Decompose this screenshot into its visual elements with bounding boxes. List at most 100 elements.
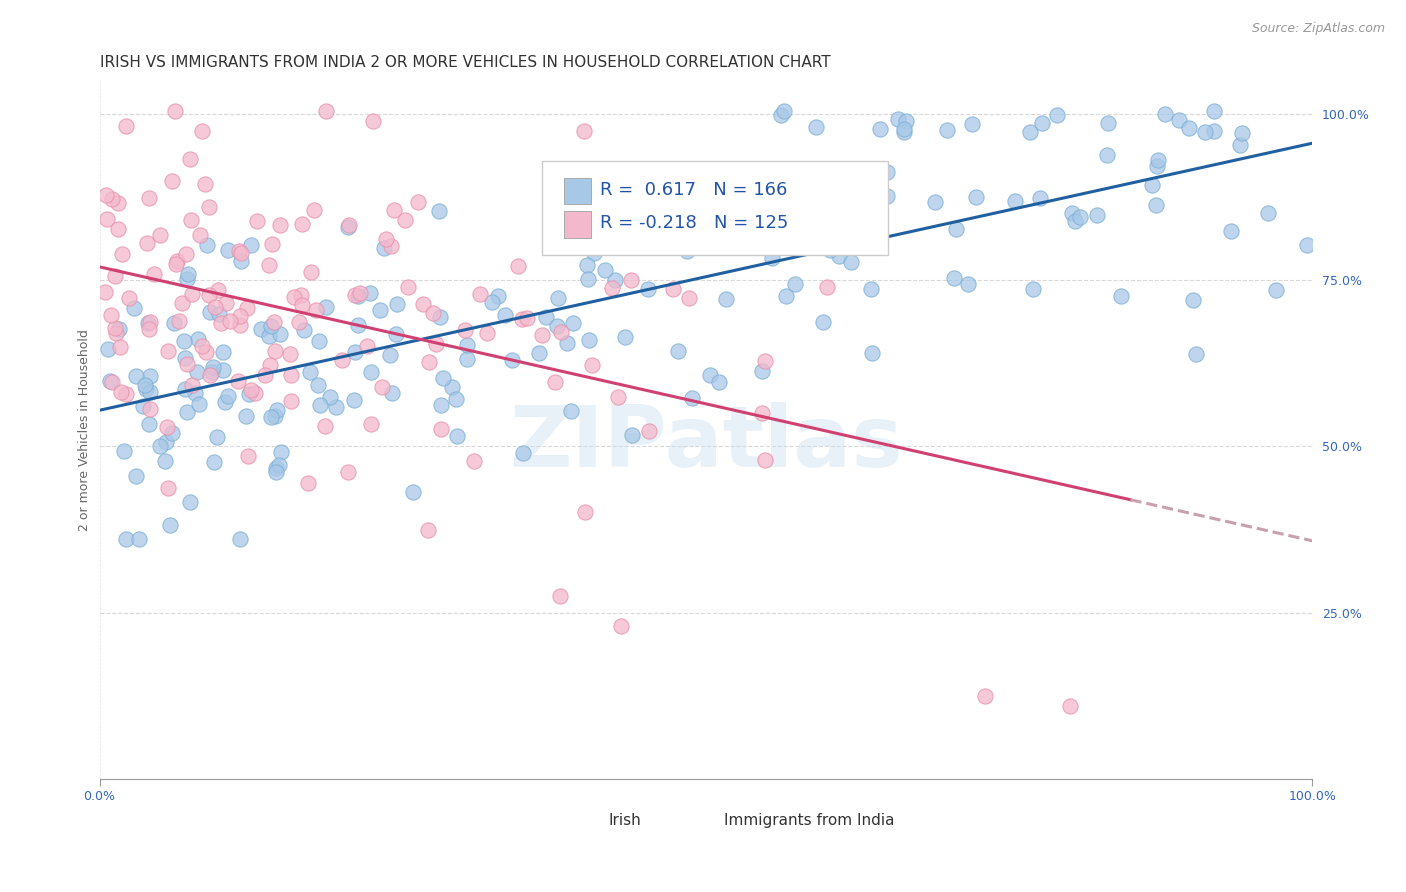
Point (572, 123, 595, 137)
Point (1154, 107, 1177, 121)
Point (620, 273, 643, 287)
Point (179, 153, 201, 167)
Point (174, 382, 197, 396)
Point (396, 280, 419, 294)
Point (582, 245, 605, 260)
Bar (579, 803, 603, 824)
Bar (564, 211, 591, 238)
Point (270, 445, 292, 459)
Point (128, 533, 150, 547)
Point (98, 374, 121, 388)
Point (381, 385, 404, 400)
Y-axis label: 2 or more Vehicles in Household: 2 or more Vehicles in Household (79, 329, 91, 531)
Point (560, 404, 582, 418)
Point (769, 230, 792, 244)
Point (754, 453, 776, 467)
Point (606, 390, 628, 404)
Point (124, 301, 146, 315)
Point (894, 114, 917, 128)
Point (101, 375, 124, 389)
Point (166, 254, 188, 268)
Point (125, 469, 148, 483)
Point (359, 286, 381, 301)
Point (325, 401, 347, 415)
Point (299, 365, 322, 379)
Point (1146, 153, 1168, 167)
Point (427, 203, 450, 218)
Point (1029, 191, 1052, 205)
Point (942, 271, 965, 285)
Point (804, 120, 827, 134)
Point (751, 406, 773, 420)
Point (169, 313, 191, 327)
Point (527, 346, 550, 360)
Point (228, 318, 250, 332)
Point (581, 358, 603, 372)
Point (494, 308, 516, 322)
Point (382, 202, 405, 217)
Point (430, 422, 453, 436)
Point (308, 334, 330, 348)
Point (267, 458, 290, 472)
Point (235, 409, 257, 423)
Point (603, 273, 626, 287)
Point (194, 177, 217, 191)
Point (94, 285, 117, 300)
Point (576, 258, 599, 272)
Point (125, 368, 148, 383)
Point (394, 212, 416, 227)
Point (254, 368, 277, 382)
Point (198, 305, 221, 319)
Point (555, 336, 578, 351)
Point (1178, 121, 1201, 136)
Point (153, 454, 176, 468)
Point (1257, 206, 1279, 220)
Text: Irish: Irish (609, 814, 641, 829)
Text: Source: ZipAtlas.com: Source: ZipAtlas.com (1251, 22, 1385, 36)
Point (114, 443, 136, 458)
Point (246, 213, 269, 227)
Point (444, 392, 467, 406)
Point (516, 311, 538, 326)
Point (574, 199, 596, 213)
Point (208, 307, 231, 321)
Point (550, 589, 572, 603)
Point (343, 344, 366, 359)
Point (1140, 178, 1163, 193)
Text: ZIPatlas: ZIPatlas (509, 402, 903, 485)
Point (1185, 347, 1208, 361)
Point (278, 347, 301, 361)
Point (1018, 125, 1040, 139)
Point (1220, 224, 1243, 238)
Point (291, 298, 314, 312)
Point (360, 417, 382, 431)
Point (429, 310, 451, 324)
Point (288, 315, 311, 329)
Point (238, 386, 260, 401)
Point (204, 300, 226, 314)
Point (264, 465, 287, 479)
Point (104, 326, 127, 341)
Point (217, 243, 239, 257)
Point (194, 345, 217, 359)
Point (307, 377, 329, 392)
Point (134, 377, 156, 392)
Point (245, 386, 267, 401)
Point (709, 375, 731, 389)
Point (600, 281, 623, 295)
Point (115, 119, 138, 133)
Point (512, 312, 534, 326)
Point (676, 244, 699, 258)
Point (337, 220, 360, 235)
Point (107, 322, 129, 336)
Point (924, 195, 946, 210)
Point (136, 316, 159, 330)
Point (620, 427, 643, 442)
Point (876, 165, 898, 179)
Point (264, 343, 287, 358)
Point (174, 247, 197, 261)
Point (236, 301, 259, 315)
Point (578, 334, 600, 348)
Point (132, 399, 155, 413)
Point (118, 291, 141, 305)
